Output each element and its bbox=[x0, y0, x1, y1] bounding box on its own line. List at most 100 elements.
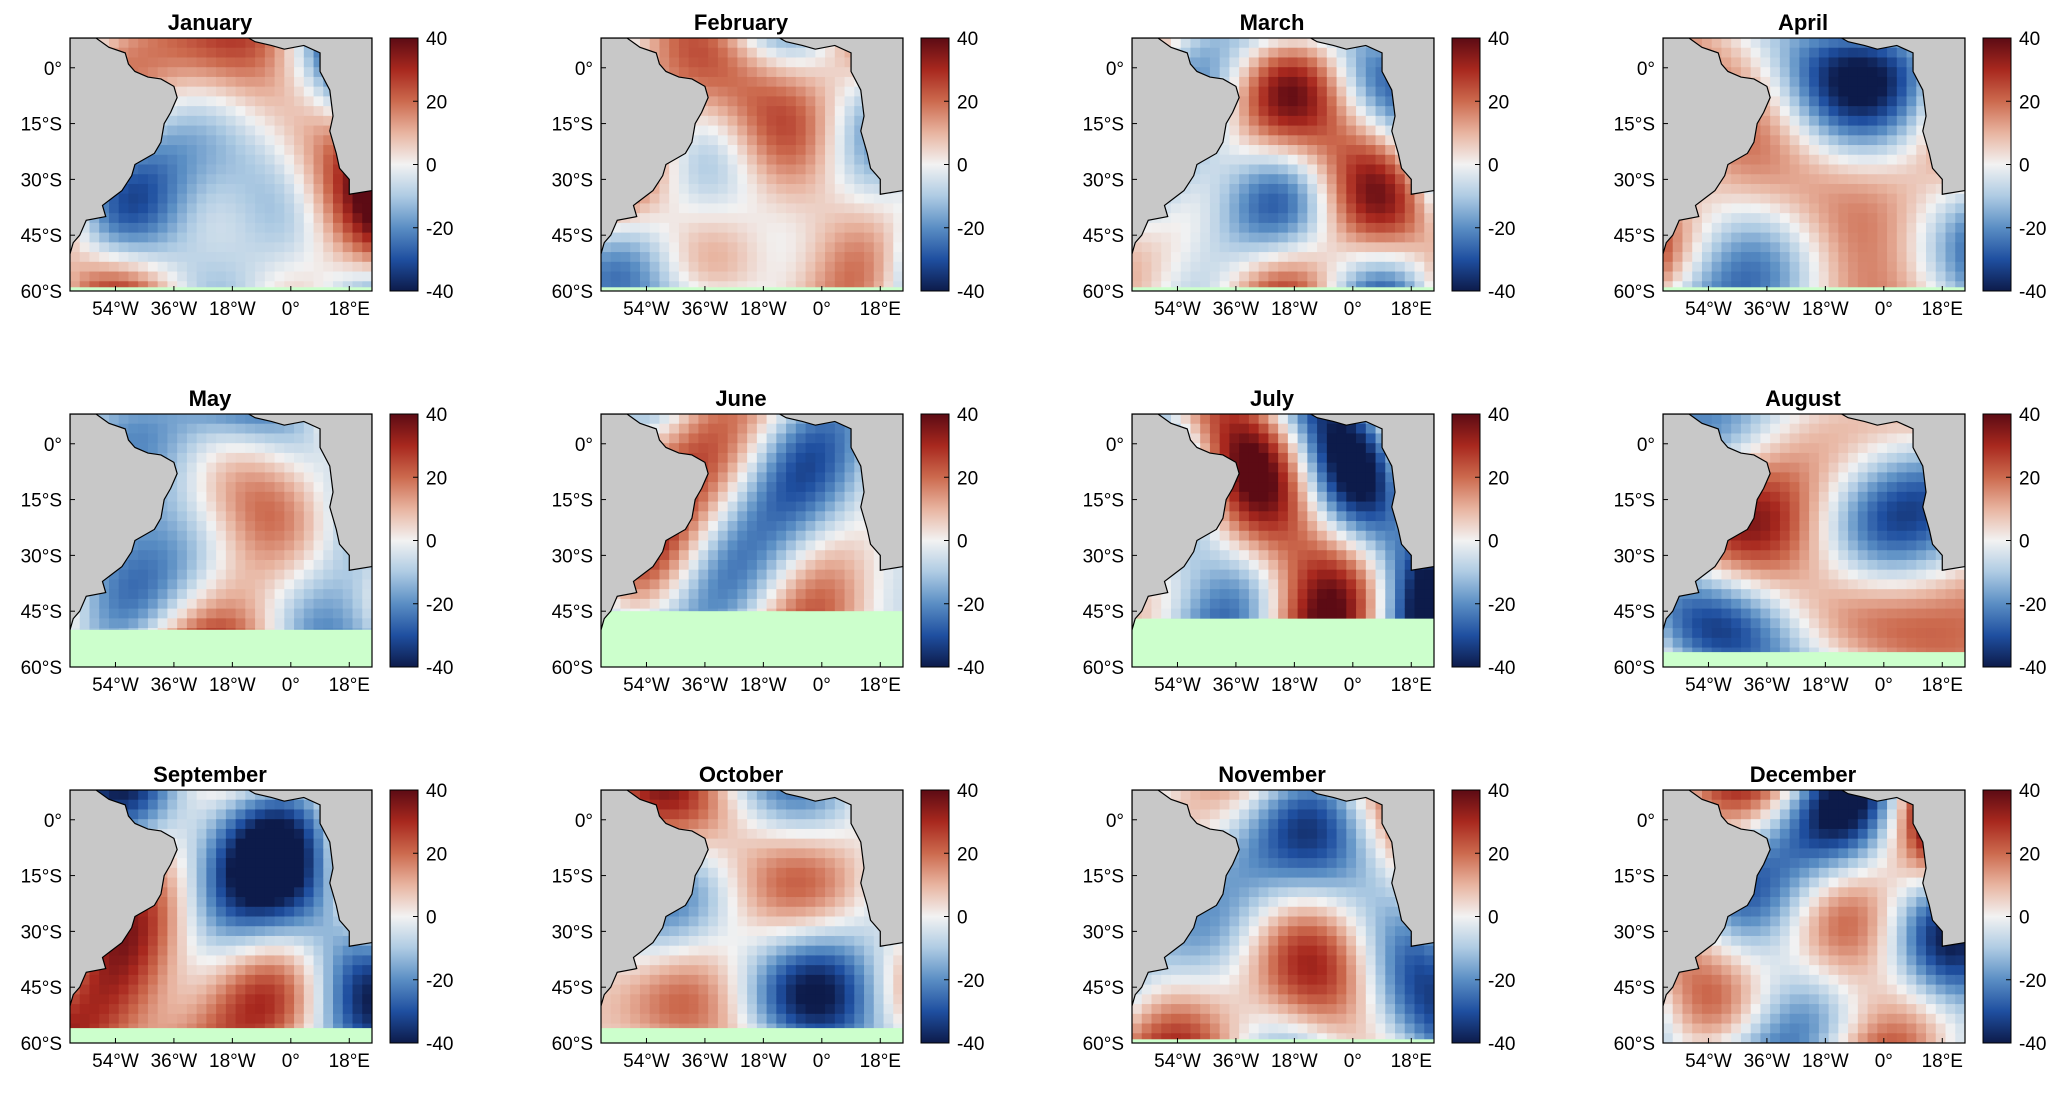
field-cell bbox=[265, 453, 275, 463]
field-cell bbox=[1278, 203, 1288, 213]
field-cell bbox=[226, 550, 236, 560]
field-cell bbox=[806, 87, 816, 97]
field-cell bbox=[284, 550, 294, 560]
field-cell bbox=[284, 67, 294, 77]
field-cell bbox=[167, 443, 177, 453]
field-cell bbox=[1376, 223, 1386, 233]
field-cell bbox=[1317, 252, 1327, 262]
field-cell bbox=[1712, 272, 1722, 282]
field-cell bbox=[284, 135, 294, 145]
field-cell bbox=[255, 96, 265, 106]
field-cell bbox=[1819, 233, 1829, 243]
field-cell bbox=[1249, 203, 1259, 213]
field-cell bbox=[1395, 203, 1405, 213]
field-cell bbox=[669, 242, 679, 252]
field-cell bbox=[1356, 116, 1366, 126]
field-cell bbox=[1741, 233, 1751, 243]
field-cell bbox=[284, 165, 294, 175]
field-cell bbox=[187, 77, 197, 87]
field-cell bbox=[767, 135, 777, 145]
field-cell bbox=[1307, 223, 1317, 233]
field-cell bbox=[864, 599, 874, 609]
field-cell bbox=[216, 48, 226, 58]
field-cell bbox=[119, 223, 129, 233]
field-cell bbox=[265, 609, 275, 619]
field-cell bbox=[1809, 165, 1819, 175]
field-cell bbox=[1366, 262, 1376, 272]
field-cell bbox=[1298, 87, 1308, 97]
field-cell bbox=[323, 203, 333, 213]
field-cell bbox=[236, 443, 246, 453]
field-cell bbox=[806, 443, 816, 453]
field-cell bbox=[1288, 233, 1298, 243]
field-cell bbox=[138, 262, 148, 272]
field-cell bbox=[1298, 48, 1308, 58]
field-cell bbox=[343, 194, 353, 204]
field-cell bbox=[776, 472, 786, 482]
field-cell bbox=[1916, 233, 1926, 243]
field-cell bbox=[1731, 242, 1741, 252]
field-cell bbox=[1259, 184, 1269, 194]
field-cell bbox=[611, 242, 621, 252]
field-cell bbox=[1721, 213, 1731, 223]
field-cell bbox=[845, 223, 855, 233]
field-cell bbox=[1288, 57, 1298, 67]
field-cell bbox=[226, 126, 236, 136]
field-cell bbox=[284, 472, 294, 482]
field-cell bbox=[148, 579, 158, 589]
field-cell bbox=[1790, 126, 1800, 136]
field-cell bbox=[815, 579, 825, 589]
field-cell bbox=[728, 482, 738, 492]
field-cell bbox=[1770, 252, 1780, 262]
field-cell bbox=[1829, 233, 1839, 243]
field-cell bbox=[854, 203, 864, 213]
field-cell bbox=[109, 609, 119, 619]
field-cell bbox=[767, 48, 777, 58]
field-cell bbox=[138, 560, 148, 570]
field-cell bbox=[786, 87, 796, 97]
field-cell bbox=[167, 589, 177, 599]
field-cell bbox=[265, 96, 275, 106]
field-cell bbox=[1151, 242, 1161, 252]
field-cell bbox=[1916, 242, 1926, 252]
field-cell bbox=[1298, 233, 1308, 243]
field-cell bbox=[1702, 233, 1712, 243]
field-cell bbox=[1741, 272, 1751, 282]
field-cell bbox=[1337, 57, 1347, 67]
field-cell bbox=[1887, 174, 1897, 184]
field-cell bbox=[786, 599, 796, 609]
field-cell bbox=[825, 203, 835, 213]
field-cell bbox=[1887, 48, 1897, 58]
field-cell bbox=[1366, 165, 1376, 175]
field-cell bbox=[304, 67, 314, 77]
field-cell bbox=[1858, 174, 1868, 184]
field-cell bbox=[314, 570, 324, 580]
field-cell bbox=[835, 223, 845, 233]
field-cell bbox=[1838, 213, 1848, 223]
field-cell bbox=[1366, 87, 1376, 97]
field-cell bbox=[1395, 262, 1405, 272]
field-cell bbox=[216, 106, 226, 116]
field-cell bbox=[333, 262, 343, 272]
field-cell bbox=[119, 252, 129, 262]
field-cell bbox=[1936, 213, 1946, 223]
field-cell bbox=[1346, 252, 1356, 262]
field-cell bbox=[806, 213, 816, 223]
field-cell bbox=[1376, 194, 1386, 204]
field-cell bbox=[893, 262, 903, 272]
field-cell bbox=[689, 521, 699, 531]
field-cell bbox=[226, 213, 236, 223]
field-cell bbox=[1887, 223, 1897, 233]
field-cell bbox=[304, 165, 314, 175]
field-cell bbox=[1877, 233, 1887, 243]
field-cell bbox=[187, 443, 197, 453]
field-cell bbox=[206, 233, 216, 243]
field-cell bbox=[767, 414, 777, 424]
field-cell bbox=[362, 252, 372, 262]
field-cell bbox=[265, 521, 275, 531]
field-cell bbox=[708, 38, 718, 48]
field-cell bbox=[333, 223, 343, 233]
field-cell bbox=[1210, 203, 1220, 213]
field-cell bbox=[255, 599, 265, 609]
